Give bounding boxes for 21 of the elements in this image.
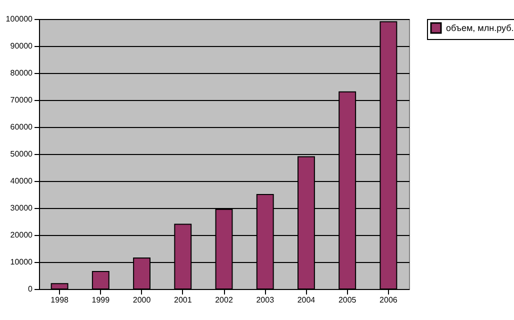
y-tick-label: 80000 [10, 68, 34, 78]
x-tick-label: 2005 [338, 296, 357, 304]
y-tick-label: 50000 [10, 150, 34, 158]
x-tick-label: 2003 [256, 296, 275, 304]
y-tick-label: 70000 [10, 96, 34, 104]
y-tick-label: 0 [28, 284, 34, 294]
y-tick-label: 90000 [10, 42, 34, 50]
y-tick-label: 30000 [10, 204, 34, 212]
y-tick-label: 20000 [10, 230, 34, 240]
x-tick-label: 2000 [132, 296, 152, 304]
y-tick-label: 40000 [10, 176, 34, 186]
x-tick-label: 2004 [297, 296, 316, 304]
x-tick-label: 1998 [50, 296, 70, 304]
x-tick-label: 2006 [380, 296, 398, 304]
x-tick-label: 2001 [174, 296, 192, 304]
x-tick-label: 2002 [215, 296, 234, 304]
x-tick-label: 1999 [92, 296, 110, 304]
y-tick-label: 100000 [6, 14, 34, 24]
y-tick-label: 60000 [10, 122, 34, 132]
legend-label: объем, млн.руб. [446, 23, 514, 33]
y-tick-label: 10000 [10, 258, 34, 266]
